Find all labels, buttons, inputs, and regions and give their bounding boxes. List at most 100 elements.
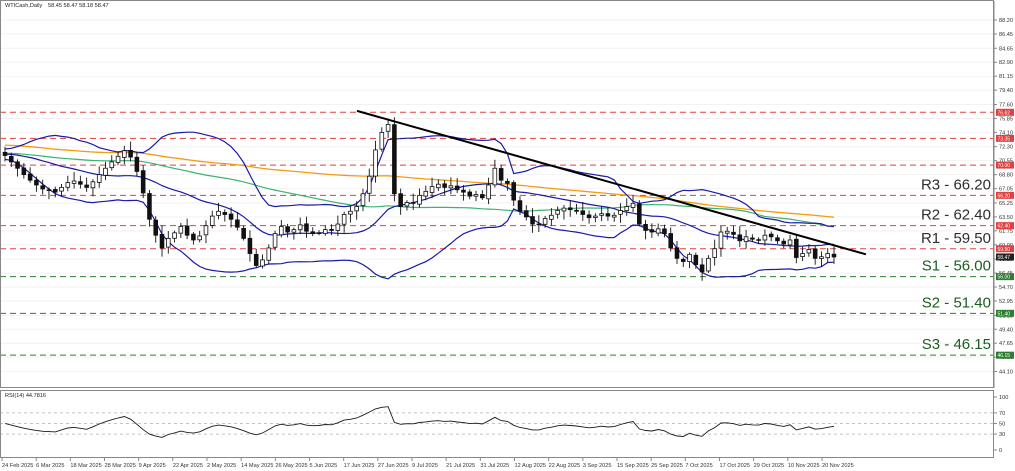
candle-body-bull	[611, 214, 617, 218]
chart-frame	[0, 0, 994, 458]
price-badge: 73.35	[996, 134, 1014, 142]
candle-body-bull	[423, 190, 429, 197]
candle-body-bull	[473, 194, 479, 197]
candle	[523, 205, 529, 221]
candle	[115, 151, 121, 166]
candle	[794, 233, 799, 264]
candle	[46, 187, 52, 200]
candle	[693, 252, 699, 269]
rsi-tick-label: 50	[999, 422, 1005, 428]
grid	[0, 19, 994, 373]
price-tick-label: 81.15	[999, 74, 1013, 80]
candle-body-bear	[637, 203, 642, 225]
candle	[260, 254, 265, 269]
candle-body-bull	[360, 193, 366, 206]
candle	[498, 164, 504, 186]
candle-body-bear	[392, 124, 397, 195]
time-tick-label: 28 Mar 2025	[105, 463, 136, 469]
candle-body-bear	[530, 216, 535, 225]
price-badge-label: 76.62	[998, 110, 1011, 116]
candle-body-bull	[366, 175, 372, 194]
candle	[15, 159, 20, 177]
price-badge-bg	[996, 351, 1014, 359]
candle-body-bull	[486, 184, 491, 200]
price-tick-label: 65.25	[999, 201, 1013, 207]
candle-body-bear	[78, 181, 83, 185]
candle-body-bear	[467, 191, 473, 197]
candle	[373, 140, 378, 183]
candle	[109, 155, 115, 171]
candle	[668, 227, 673, 252]
candle	[410, 193, 416, 211]
candle	[59, 184, 64, 197]
candle	[586, 210, 592, 224]
candle-body-bull	[272, 233, 278, 248]
candle-body-bear	[580, 210, 586, 215]
candle-body-bear	[750, 237, 755, 240]
candle	[329, 224, 334, 236]
price-badge-label: 59.50	[998, 247, 1011, 253]
rsi-tick-label: 0	[999, 448, 1002, 454]
price-badge-label: 70.00	[998, 163, 1011, 169]
price-tick-label: 47.65	[999, 341, 1013, 347]
candle	[655, 223, 661, 237]
candle	[555, 206, 560, 219]
candle	[335, 215, 341, 237]
price-tick-label: 49.40	[999, 327, 1013, 333]
candle-body-bear	[693, 254, 699, 266]
price-badge: 66.20	[996, 191, 1014, 199]
candle	[84, 177, 89, 192]
price-badge-bg	[996, 108, 1014, 116]
candle	[222, 209, 228, 222]
candle-body-bull	[687, 253, 692, 263]
candle-body-bull	[385, 124, 391, 132]
candle-body-bull	[429, 186, 435, 193]
price-badge-bg	[996, 222, 1014, 230]
candle-body-bear	[442, 183, 447, 188]
candle	[643, 219, 648, 240]
candle	[379, 127, 385, 152]
candle-body-bull	[122, 150, 127, 158]
candle	[819, 251, 824, 267]
candle	[825, 247, 831, 263]
time-tick-label: 5 Jun 2025	[310, 463, 338, 469]
candle-body-bear	[505, 180, 510, 184]
candle	[253, 248, 259, 268]
candle-body-bear	[134, 156, 140, 172]
candle	[71, 171, 77, 189]
price-badge: 59.50	[996, 245, 1014, 253]
time-tick-label: 24 Feb 2025	[2, 463, 33, 469]
price-badge-bg	[996, 245, 1014, 253]
candle-body-bull	[630, 202, 636, 208]
rsi-line	[4, 406, 835, 438]
price-badge-bg	[996, 273, 1014, 281]
price-badge-label: 73.35	[998, 136, 1011, 142]
candle	[750, 234, 755, 243]
candle	[454, 178, 460, 194]
candle	[40, 179, 45, 195]
candle	[599, 206, 604, 222]
candle-body-bull	[536, 223, 542, 226]
candle-body-bear	[398, 193, 403, 207]
candle-body-bull	[216, 210, 221, 216]
candle-body-bear	[147, 193, 152, 220]
candle-body-bear	[662, 228, 667, 235]
candle-body-bull	[178, 226, 184, 234]
time-tick-label: 17 Oct 2025	[720, 463, 750, 469]
candle	[404, 200, 410, 211]
candle-body-bull	[335, 223, 341, 231]
candle	[247, 230, 253, 262]
candle	[549, 208, 554, 226]
candle	[184, 218, 190, 240]
price-tick-label: 82.90	[999, 60, 1013, 66]
time-tick-label: 21 Jul 2025	[446, 463, 475, 469]
price-tick-label: 54.70	[999, 285, 1013, 291]
candle	[762, 229, 768, 246]
candle	[743, 229, 749, 249]
candle-body-bear	[128, 149, 133, 158]
candle	[159, 225, 165, 257]
level-label-r2: R2 - 62.40	[921, 207, 991, 224]
candle	[724, 227, 730, 240]
candle	[2, 146, 8, 162]
candle	[492, 159, 498, 188]
